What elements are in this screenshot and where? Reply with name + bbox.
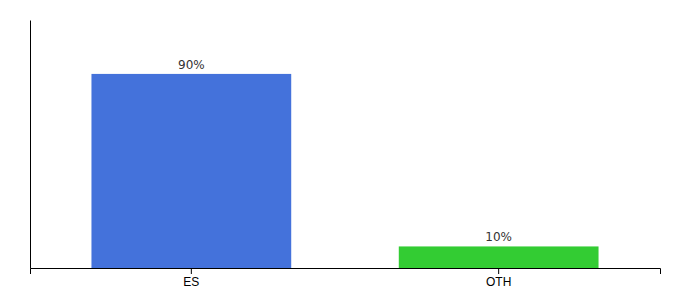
chart-container: ES OTH 90% 10%: [0, 0, 680, 300]
x-tick-label: ES: [183, 275, 199, 289]
y-axis: [30, 21, 31, 269]
bar: [399, 246, 599, 268]
bar: [91, 74, 291, 268]
plot: ES OTH 90% 10%: [31, 21, 661, 289]
x-axis-line: [31, 269, 661, 275]
y-axis-line: [30, 21, 31, 269]
data-labels: 90% 10%: [178, 58, 512, 245]
data-label: 90%: [178, 58, 205, 72]
data-label: 10%: [485, 230, 512, 244]
x-tick-mark: [191, 268, 192, 274]
x-tick: ES: [183, 268, 199, 289]
x-tick-mark: [498, 268, 499, 274]
bars: [91, 74, 598, 268]
x-axis: ES OTH: [31, 268, 661, 289]
chart-svg: ES OTH 90% 10%: [0, 0, 680, 300]
x-tick-label: OTH: [486, 275, 511, 289]
x-tick: OTH: [486, 268, 511, 289]
